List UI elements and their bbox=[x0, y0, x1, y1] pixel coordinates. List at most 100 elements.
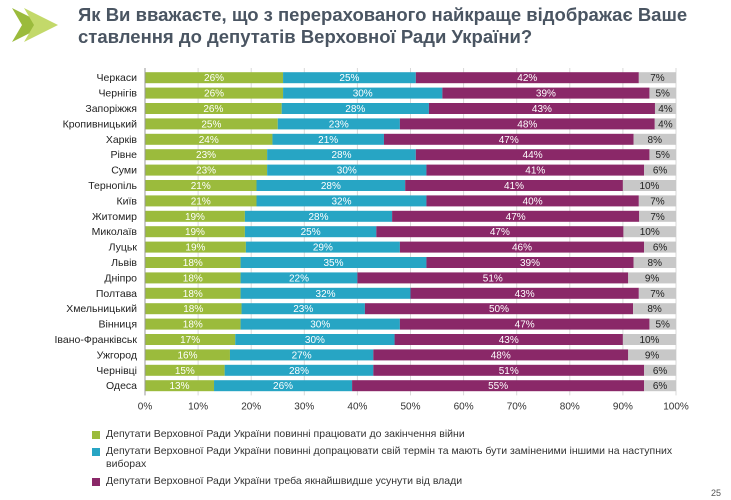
bar-segment bbox=[638, 287, 676, 299]
category-label: Одеса bbox=[106, 380, 137, 392]
legend-swatch bbox=[92, 478, 100, 486]
data-label: 5% bbox=[655, 320, 670, 331]
x-tick-label: 100% bbox=[663, 401, 689, 412]
category-label: Черкаси bbox=[97, 72, 138, 84]
chart-legend: Депутати Верховної Ради України повинні … bbox=[92, 428, 712, 492]
chevron-right-icon bbox=[12, 8, 58, 42]
data-label: 9% bbox=[645, 273, 660, 284]
title-block: Як Ви вважаєте, що з перерахованого найк… bbox=[12, 4, 727, 50]
data-label: 55% bbox=[488, 381, 508, 392]
category-label: Запоріжжя bbox=[85, 103, 137, 115]
data-label: 5% bbox=[655, 150, 670, 161]
data-label: 32% bbox=[331, 196, 351, 207]
data-label: 19% bbox=[185, 212, 205, 223]
data-label: 15% bbox=[175, 366, 195, 377]
bar-segment bbox=[277, 118, 400, 130]
bar-segment bbox=[426, 195, 639, 207]
bar-segment bbox=[145, 272, 241, 284]
data-label: 24% bbox=[199, 135, 219, 146]
bar-segment bbox=[628, 272, 676, 284]
category-label: Чернігів bbox=[98, 88, 137, 100]
data-label: 51% bbox=[483, 273, 503, 284]
bar-segment bbox=[229, 349, 374, 361]
data-label: 10% bbox=[639, 335, 659, 346]
category-label: Київ bbox=[117, 195, 138, 207]
data-label: 26% bbox=[204, 73, 224, 84]
category-label: Харків bbox=[106, 134, 138, 146]
data-label: 8% bbox=[648, 135, 663, 146]
data-label: 30% bbox=[337, 166, 357, 177]
data-label: 18% bbox=[183, 258, 203, 269]
bar-segment bbox=[392, 210, 640, 222]
legend-label: Депутати Верховної Ради України повинні … bbox=[106, 428, 465, 440]
data-label: 23% bbox=[293, 304, 313, 315]
data-label: 30% bbox=[310, 320, 330, 331]
category-label: Івано-Франківськ bbox=[54, 334, 137, 346]
bar-segment bbox=[352, 380, 645, 392]
category-label: Кропивницький bbox=[63, 118, 138, 130]
bar-segment bbox=[415, 149, 650, 161]
bar-segment bbox=[145, 87, 284, 99]
data-label: 5% bbox=[655, 89, 670, 100]
bar-segment bbox=[442, 87, 650, 99]
data-label: 22% bbox=[289, 273, 309, 284]
x-tick-label: 10% bbox=[188, 401, 208, 412]
category-label: Луцьк bbox=[109, 242, 138, 254]
bar-segment bbox=[373, 349, 629, 361]
bar-segment bbox=[383, 133, 634, 145]
data-label: 16% bbox=[177, 350, 197, 361]
x-tick-label: 0% bbox=[138, 401, 153, 412]
data-label: 28% bbox=[321, 181, 341, 192]
bar-segment bbox=[145, 334, 236, 345]
bar-segment bbox=[145, 210, 245, 222]
category-label: Суми bbox=[111, 165, 137, 177]
data-label: 30% bbox=[353, 89, 373, 100]
data-label: 7% bbox=[650, 196, 665, 207]
x-tick-label: 60% bbox=[454, 401, 474, 412]
category-label: Полтава bbox=[96, 288, 137, 300]
bar-segment bbox=[649, 87, 676, 99]
bar-segment bbox=[639, 210, 676, 222]
data-label: 10% bbox=[639, 181, 659, 192]
bar-segment bbox=[256, 180, 406, 191]
bar-segment bbox=[145, 318, 241, 330]
bar-segment bbox=[654, 103, 676, 114]
data-label: 25% bbox=[339, 73, 359, 84]
bar-segment bbox=[145, 72, 284, 84]
x-tick-label: 90% bbox=[613, 401, 633, 412]
data-label: 42% bbox=[517, 73, 537, 84]
data-label: 18% bbox=[183, 320, 203, 331]
category-label: Дніпро bbox=[104, 272, 137, 284]
data-label: 10% bbox=[640, 227, 660, 238]
data-label: 30% bbox=[305, 335, 325, 346]
data-label: 48% bbox=[491, 350, 511, 361]
bar-segment bbox=[628, 349, 676, 361]
bar-segment bbox=[638, 195, 676, 207]
bar-segment bbox=[399, 318, 650, 330]
x-tick-label: 50% bbox=[400, 401, 420, 412]
x-tick-label: 40% bbox=[347, 401, 367, 412]
data-label: 41% bbox=[525, 166, 545, 177]
bar-segment bbox=[638, 72, 676, 84]
data-label: 32% bbox=[316, 289, 336, 300]
bar-segment bbox=[224, 364, 374, 376]
data-label: 23% bbox=[196, 150, 216, 161]
data-label: 47% bbox=[499, 135, 519, 146]
x-tick-label: 30% bbox=[294, 401, 314, 412]
data-label: 9% bbox=[645, 350, 660, 361]
bar-segment bbox=[145, 180, 257, 191]
legend-swatch bbox=[92, 431, 100, 439]
bar-segment bbox=[654, 118, 676, 130]
bar-segment bbox=[410, 287, 639, 299]
data-label: 7% bbox=[650, 289, 665, 300]
bar-segment bbox=[633, 133, 676, 145]
data-label: 51% bbox=[499, 366, 519, 377]
bar-segment bbox=[145, 226, 245, 238]
x-tick-label: 70% bbox=[507, 401, 527, 412]
bar-segment bbox=[644, 380, 676, 392]
bar-segment bbox=[649, 318, 676, 330]
bar-segment bbox=[399, 241, 645, 253]
data-label: 35% bbox=[323, 258, 343, 269]
category-label: Тернопіль bbox=[88, 180, 137, 192]
data-label: 28% bbox=[308, 212, 328, 223]
